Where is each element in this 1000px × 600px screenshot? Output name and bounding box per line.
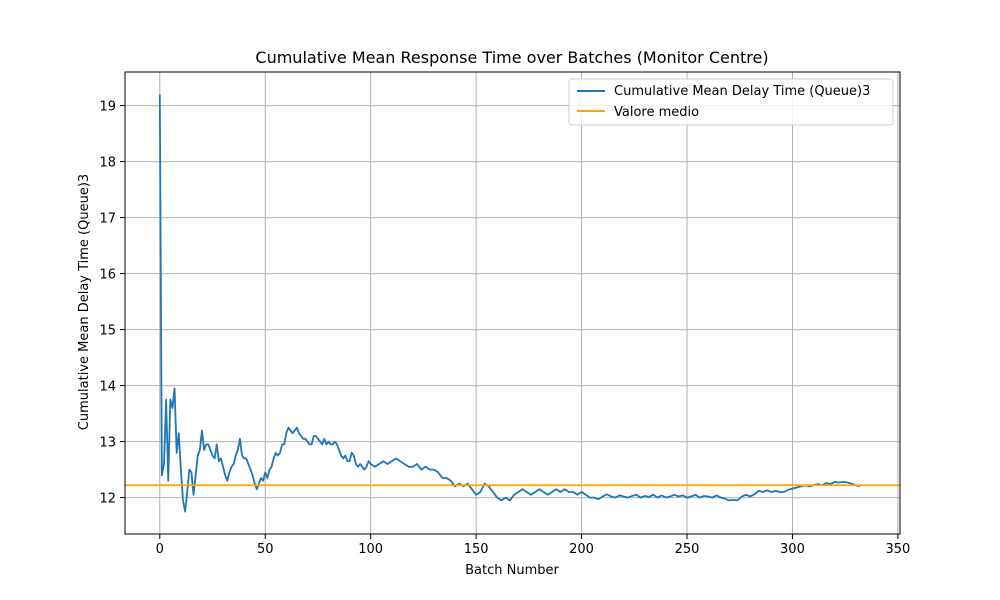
legend-box <box>568 78 894 126</box>
x-tick-label: 100 <box>358 542 383 557</box>
y-tick-label: 13 <box>99 436 116 451</box>
x-tick-label: 250 <box>675 542 700 557</box>
y-tick-label: 19 <box>99 100 116 115</box>
y-tick-label: 14 <box>99 380 116 395</box>
y-axis: 12 13 14 15 16 17 18 19 <box>99 100 125 507</box>
y-tick-label: 12 <box>99 492 116 507</box>
x-tick-label: 200 <box>569 542 594 557</box>
y-tick-label: 18 <box>99 156 116 171</box>
series-layer <box>125 94 900 513</box>
chart-title: Cumulative Mean Response Time over Batch… <box>255 48 768 67</box>
x-tick-label: 50 <box>257 542 274 557</box>
y-tick-label: 16 <box>99 268 116 283</box>
legend-label-mean: Valore medio <box>614 105 699 120</box>
x-tick-label: 150 <box>464 542 489 557</box>
y-tick-label: 15 <box>99 324 116 339</box>
legend: Cumulative Mean Delay Time (Queue)3 Valo… <box>568 78 894 126</box>
x-tick-label: 350 <box>885 542 910 557</box>
series-line-cumulative-mean <box>158 94 861 513</box>
x-tick-label: 0 <box>156 542 164 557</box>
y-tick-label: 17 <box>99 212 116 227</box>
y-axis-label: Cumulative Mean Delay Time (Queue)3 <box>77 174 92 430</box>
grid <box>125 72 900 534</box>
plot-frame <box>124 71 901 535</box>
x-tick-label: 300 <box>780 542 805 557</box>
x-axis-label: Batch Number <box>465 563 559 578</box>
legend-label-series: Cumulative Mean Delay Time (Queue)3 <box>614 84 870 99</box>
x-axis: 0 50 100 150 200 250 300 350 <box>156 534 910 557</box>
